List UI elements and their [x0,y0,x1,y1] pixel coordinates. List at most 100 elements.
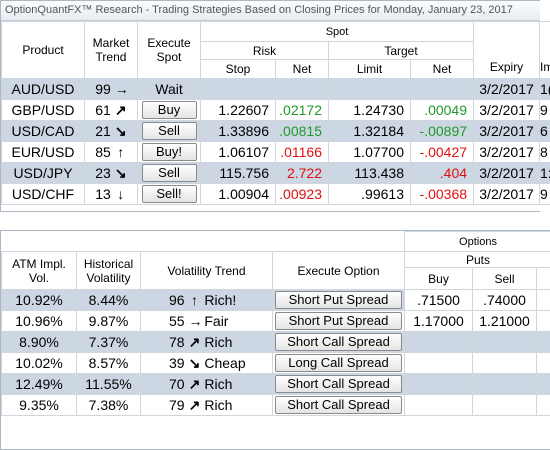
atm-vol-cell: 8.90% [1,331,77,353]
expiry-cell: 3/2/2017 [473,141,541,163]
put-sell-cell: 1.21000 [472,310,537,332]
arrow-up-icon: ↑ [117,144,125,160]
trend-cell: 21 ↘ [84,120,138,142]
short-put-spread-button[interactable]: Short Put Spread [275,291,402,309]
target-net-cell: -.00897 [409,120,475,142]
stop-cell: 1.06107 [200,141,276,163]
arrow-up-right-icon: ↗ [188,396,201,413]
target-net-cell: -.00368 [409,183,475,205]
arrow-right-icon: → [114,81,129,97]
limit-cell: .99613 [328,183,411,205]
trading-strategies-window: OptionQuantFX™ Research - Trading Strate… [0,0,550,212]
stop-cell: 1.33896 [200,120,276,142]
expiry-cell: 3/2/2017 [473,99,541,121]
target-net-cell [409,78,475,100]
expiry-cell: 3/2/2017 [473,120,541,142]
put-buy-cell: 1.17000 [404,310,473,332]
table-row: USD/CHF 13 ↓ Sell! 1.00904 .00923 .99613… [1,183,550,205]
header-expiry: Expiry [473,21,541,79]
sell-button[interactable]: Sell [141,122,197,140]
short-call-spread-button[interactable]: Short Call Spread [275,333,402,351]
buy-button[interactable]: Buy! [141,143,197,161]
header-cut: Im [539,21,550,79]
table-row: USD/CAD 21 ↘ Sell 1.33896 .00815 1.32184… [1,120,550,142]
table-row: GBP/USD 61 ↗ Buy 1.22607 .02172 1.24730 … [1,99,550,121]
arrow-up-right-icon: ↗ [188,333,201,350]
table-row: EUR/USD 85 ↑ Buy! 1.06107 .01166 1.07700… [1,141,550,163]
trend-cell: 61 ↗ [84,99,138,121]
put-buy-cell [404,331,473,353]
table-row: 8.90% 7.37% 78 ↗ Rich Short Call Spread [1,331,550,353]
expiry-cell: 3/2/2017 [473,78,541,100]
target-net-cell: .00049 [409,99,475,121]
arrow-down-right-icon: ↘ [188,354,201,371]
arrow-right-icon: → [188,313,203,329]
cut-cell: 9 [539,183,550,205]
risk-net-cell [275,78,329,100]
table-row: AUD/USD 99 → Wait 3/2/2017 1( [1,78,550,100]
hist-vol-cell: 7.37% [76,331,141,353]
risk-net-cell: 2.722 [275,162,329,184]
stop-cell [200,78,276,100]
expiry-cell: 3/2/2017 [473,162,541,184]
header-historical-volatility: Historical Volatility [76,251,141,290]
wait-label: Wait [137,78,201,100]
table-row: 12.49% 11.55% 70 ↗ Rich Short Call Sprea… [1,373,550,395]
limit-cell: 113.438 [328,162,411,184]
vol-trend-cell: 39 ↘ Cheap [140,352,273,374]
atm-vol-cell: 9.35% [1,394,77,416]
arrow-down-right-icon: ↘ [114,164,127,181]
vol-trend-cell: 70 ↗ Rich [140,373,273,395]
cut-cell: 1( [539,78,550,100]
short-call-spread-button[interactable]: Short Call Spread [275,396,402,414]
window-title: OptionQuantFX™ Research - Trading Strate… [1,1,540,21]
options-window: Options ATM Impl. Vol. Historical Volati… [0,230,550,450]
put-sell-cell [472,373,537,395]
put-sell-cell [472,331,537,353]
put-buy-cell [404,373,473,395]
trend-cell: 85 ↑ [84,141,138,163]
trend-cell: 99 → [84,78,138,100]
table-row: 9.35% 7.38% 79 ↗ Rich Short Call Spread [1,394,550,416]
put-sell-cell [472,352,537,374]
product-cell: AUD/USD [1,78,85,100]
product-cell: USD/JPY [1,162,85,184]
limit-cell: 1.07700 [328,141,411,163]
options-table: Options ATM Impl. Vol. Historical Volati… [1,231,550,416]
hist-vol-cell: 8.57% [76,352,141,374]
short-call-spread-button[interactable]: Short Call Spread [275,375,402,393]
product-cell: EUR/USD [1,141,85,163]
target-net-cell: -.00427 [409,141,475,163]
arrow-down-icon: ↓ [117,186,125,202]
put-buy-cell: .71500 [404,289,473,311]
sell-button[interactable]: Sell [141,164,197,182]
header-sell: Sell [472,267,537,290]
limit-cell: 1.24730 [328,99,411,121]
cut-cell: 9 [539,99,550,121]
header-risk-net: Net [275,59,329,79]
header-puts: Puts [403,251,550,268]
header-target: Target [327,41,475,60]
risk-net-cell: .00815 [275,120,329,142]
vol-trend-cell: 55 → Fair [140,310,273,332]
vol-trend-cell: 79 ↗ Rich [140,394,273,416]
header-target-net: Net [409,59,475,79]
hist-vol-cell: 11.55% [76,373,141,395]
limit-cell: 1.32184 [328,120,411,142]
atm-vol-cell: 10.96% [1,310,77,332]
risk-net-cell: .02172 [275,99,329,121]
atm-vol-cell: 12.49% [1,373,77,395]
sell-button[interactable]: Sell! [141,185,197,203]
arrow-down-right-icon: ↘ [114,122,127,139]
table-row: 10.96% 9.87% 55 → Fair Short Put Spread … [1,310,550,332]
buy-button[interactable]: Buy [141,101,197,119]
header-market-trend: Market Trend [84,21,138,79]
hist-vol-cell: 8.44% [76,289,141,311]
arrow-up-right-icon: ↗ [114,101,127,118]
stop-cell: 1.00904 [200,183,276,205]
header-limit: Limit [328,59,411,79]
short-put-spread-button[interactable]: Short Put Spread [275,312,402,330]
trend-cell: 13 ↓ [84,183,138,205]
long-call-spread-button[interactable]: Long Call Spread [275,354,402,372]
vol-trend-cell: 96 ↑ Rich! [140,289,273,311]
